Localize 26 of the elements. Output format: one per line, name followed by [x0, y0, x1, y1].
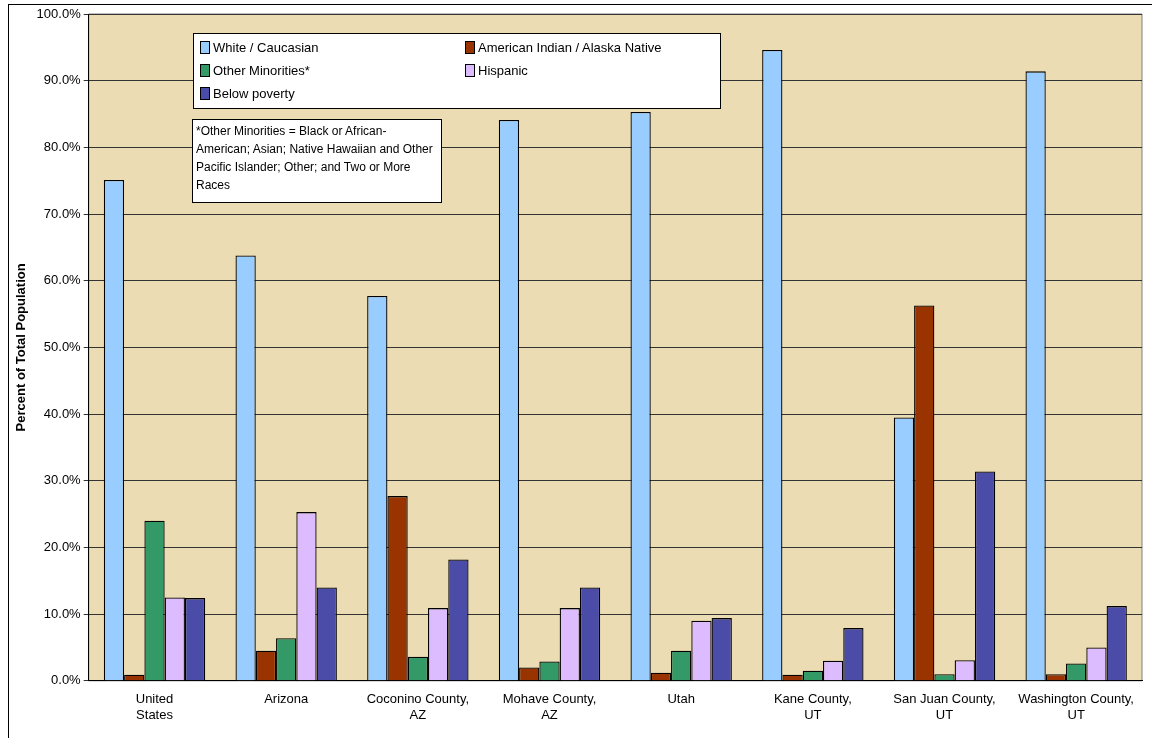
x-tick-label: Arizona — [264, 691, 309, 707]
y-tick-label: 30.0% — [43, 472, 82, 488]
x-tick-label: Washington County, UT — [1018, 691, 1134, 722]
y-axis-title: Percent of Total Population — [13, 263, 29, 432]
y-tick-label: 90.0% — [43, 72, 82, 88]
y-tick-label: 80.0% — [43, 138, 82, 154]
annotation: *Other Minorities = Black or African-American; Asian; Native Hawaiian and Other Pacific Islander; Other; and Two or More Races — [192, 119, 442, 203]
y-tick-label: 70.0% — [43, 205, 82, 221]
legend-label: Hispanic — [477, 62, 529, 80]
x-tick-label: Mohave County, AZ — [502, 691, 597, 722]
legend-label: Other Minorities* — [212, 62, 311, 80]
x-tick-label: San Juan County, UT — [893, 691, 996, 722]
y-tick-label: 0.0% — [51, 672, 82, 688]
y-tick-label: 100.0% — [36, 5, 82, 21]
x-tick-label: Utah — [667, 691, 695, 707]
legend-label: White / Caucasian — [212, 39, 320, 57]
x-tick-label: United States — [135, 691, 174, 722]
legend-label: Below poverty — [212, 85, 296, 103]
y-tick-label: 10.0% — [43, 605, 82, 621]
y-tick-label: 50.0% — [43, 338, 82, 354]
y-tick-label: 60.0% — [43, 272, 82, 288]
x-tick-label: Coconino County, AZ — [366, 691, 470, 722]
y-tick-label: 40.0% — [43, 405, 82, 421]
y-tick-label: 20.0% — [43, 539, 82, 555]
x-tick-label: Kane County, UT — [773, 691, 852, 722]
legend-label: American Indian / Alaska Native — [477, 39, 663, 57]
